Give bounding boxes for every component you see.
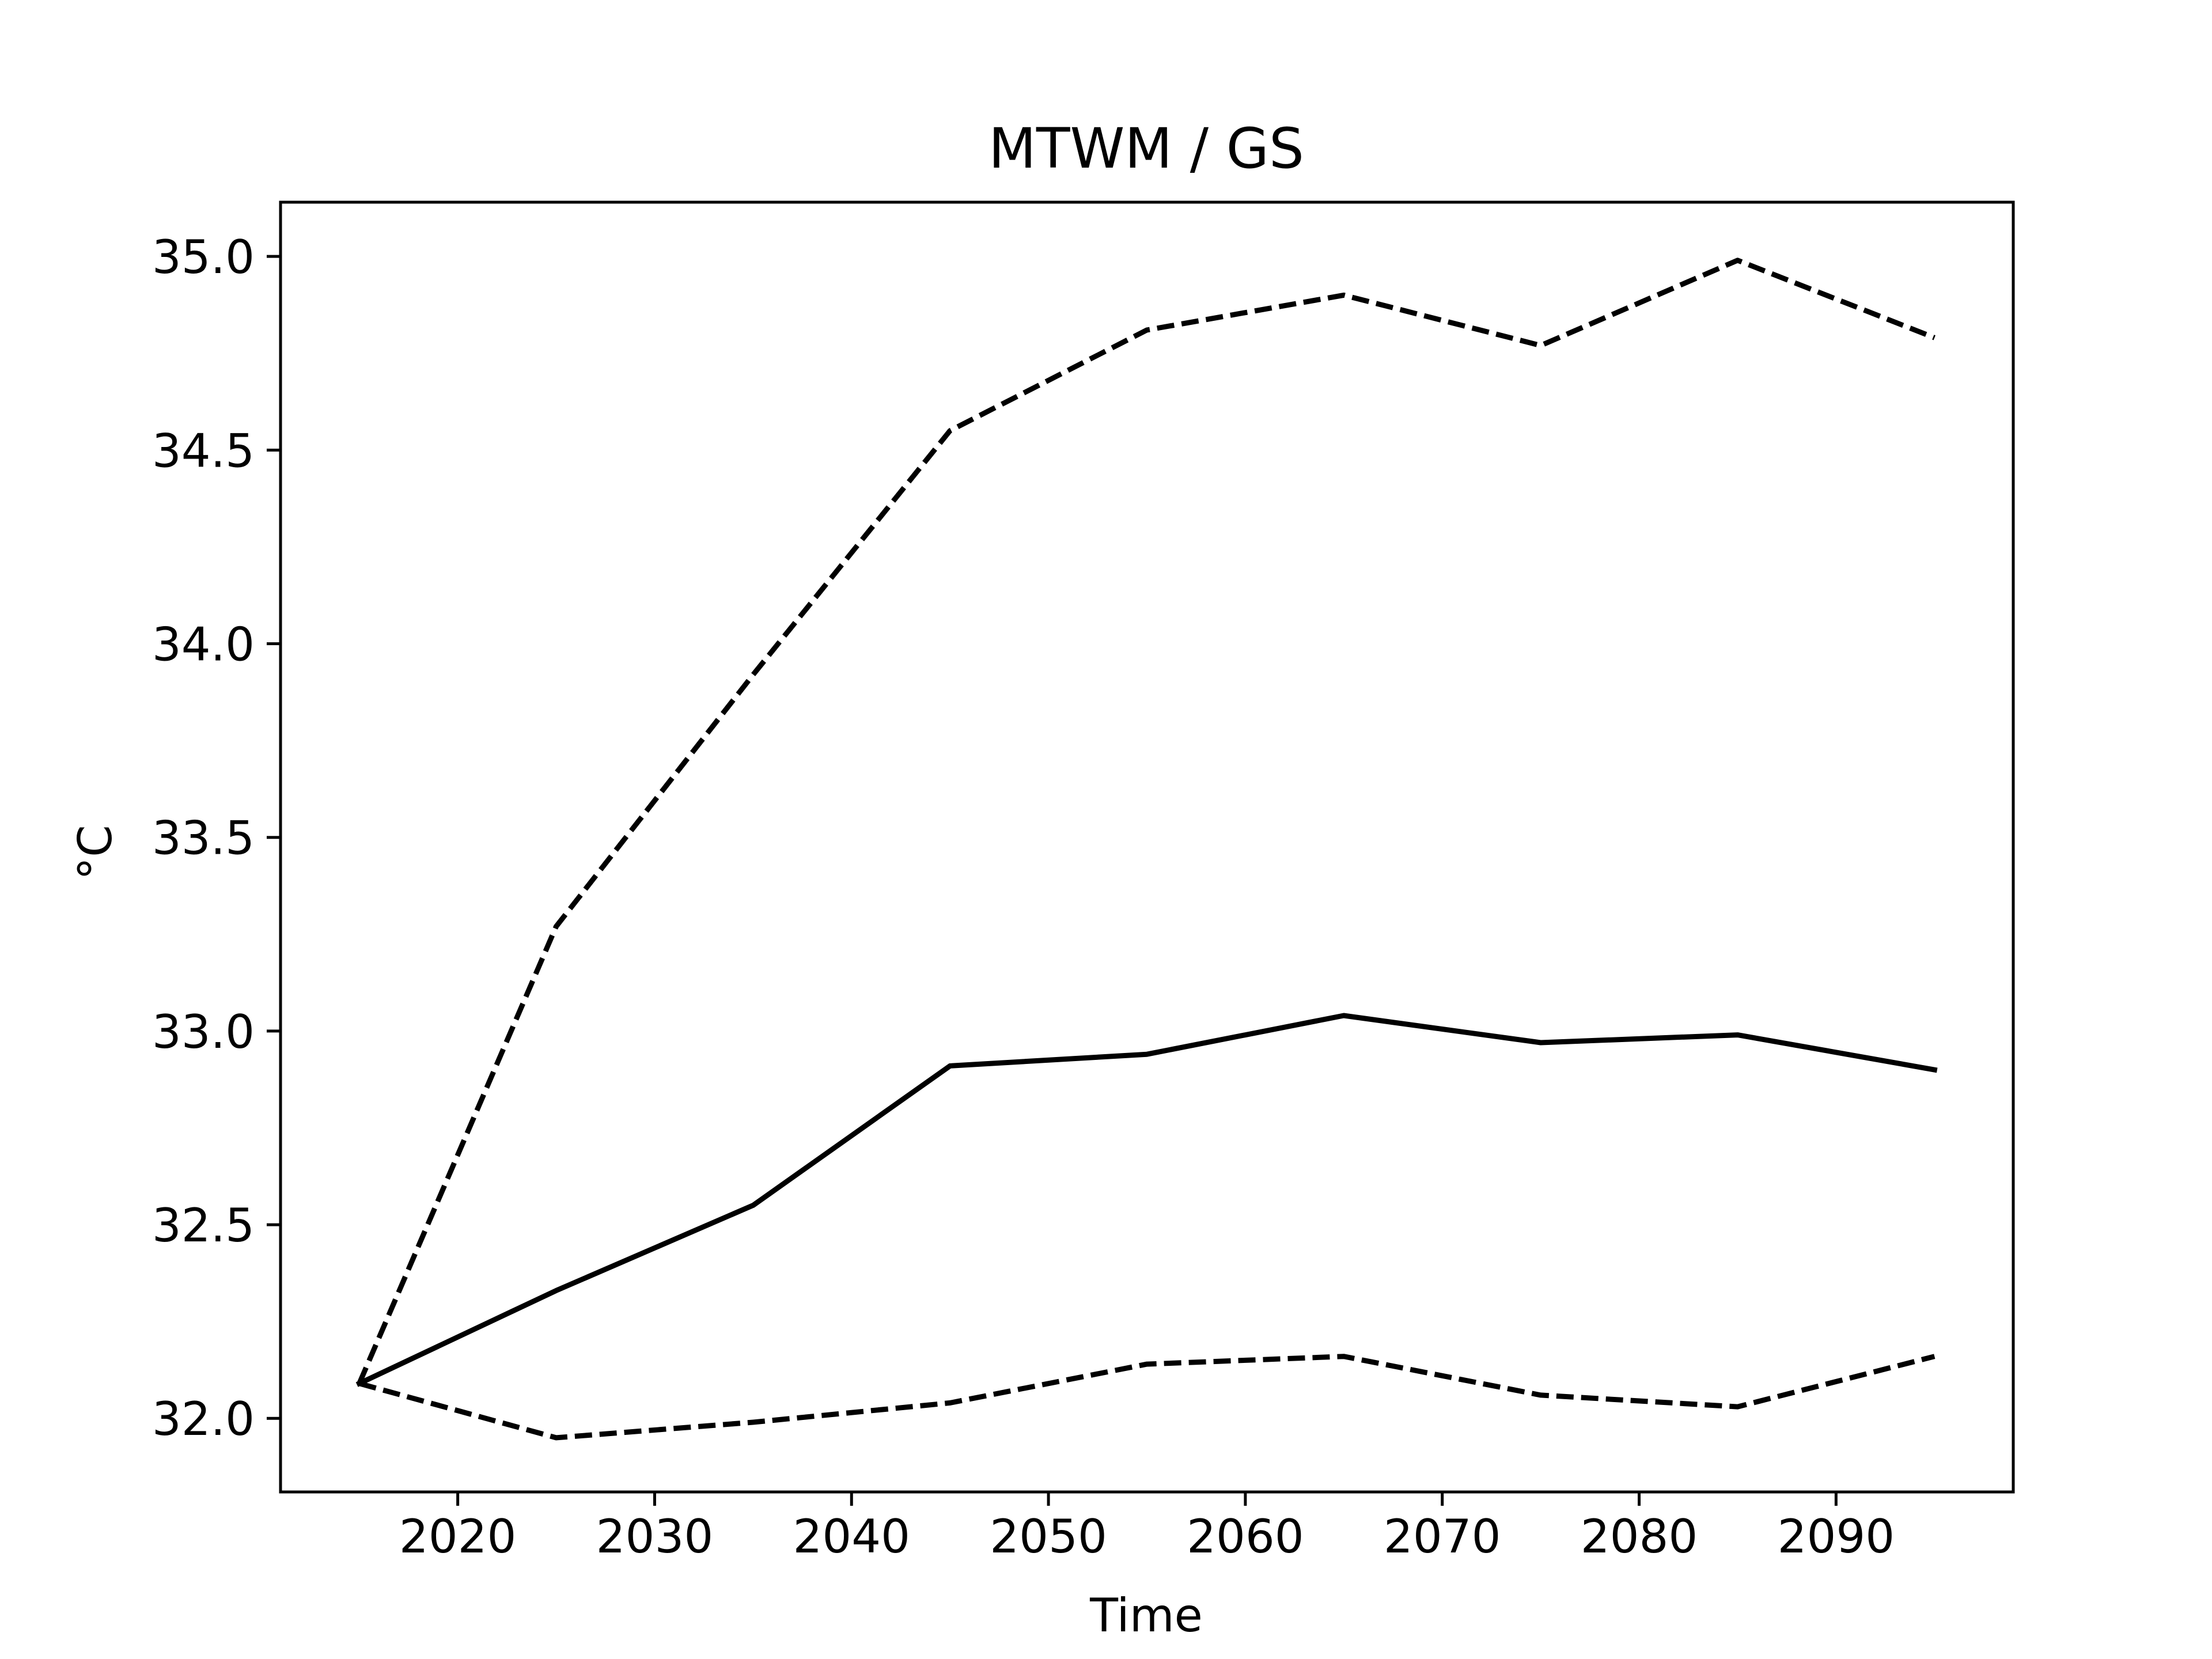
chart-title: MTWM / GS (988, 116, 1304, 181)
x-tick-label-2060: 2060 (1187, 1510, 1304, 1563)
x-axis-label: Time (1089, 1589, 1203, 1642)
y-tick-label-32: 32.0 (152, 1392, 255, 1446)
x-tick-label-2020: 2020 (399, 1510, 517, 1563)
y-axis: 32.0 32.5 33.0 33.5 34.0 34.5 35.0 (152, 230, 281, 1446)
y-tick-label-35: 35.0 (152, 230, 255, 284)
x-tick-label-2080: 2080 (1581, 1510, 1698, 1563)
x-axis: 2020 2030 2040 2050 2060 2070 2080 2090 (399, 1492, 1895, 1563)
x-tick-label-2090: 2090 (1778, 1510, 1895, 1563)
plot-frame (279, 200, 2015, 1494)
y-tick-label-34.5: 34.5 (152, 424, 255, 478)
y-tick-label-33.5: 33.5 (152, 812, 255, 865)
series-line-3-dashed (358, 1354, 1936, 1441)
y-tick-label-32.5: 32.5 (152, 1199, 255, 1252)
series-line-1-solid (355, 1013, 1938, 1387)
x-tick-label-2050: 2050 (990, 1510, 1107, 1563)
y-axis-label: °C (69, 825, 122, 880)
series-layer (355, 257, 1938, 1441)
series-line-2-dashed (357, 257, 1936, 1385)
y-tick-label-34: 34.0 (152, 618, 255, 672)
x-tick-label-2070: 2070 (1384, 1510, 1501, 1563)
x-tick-label-2040: 2040 (793, 1510, 910, 1563)
plot-area (279, 200, 2015, 1494)
y-tick-label-33: 33.0 (152, 1005, 255, 1059)
x-tick-label-2030: 2030 (596, 1510, 714, 1563)
